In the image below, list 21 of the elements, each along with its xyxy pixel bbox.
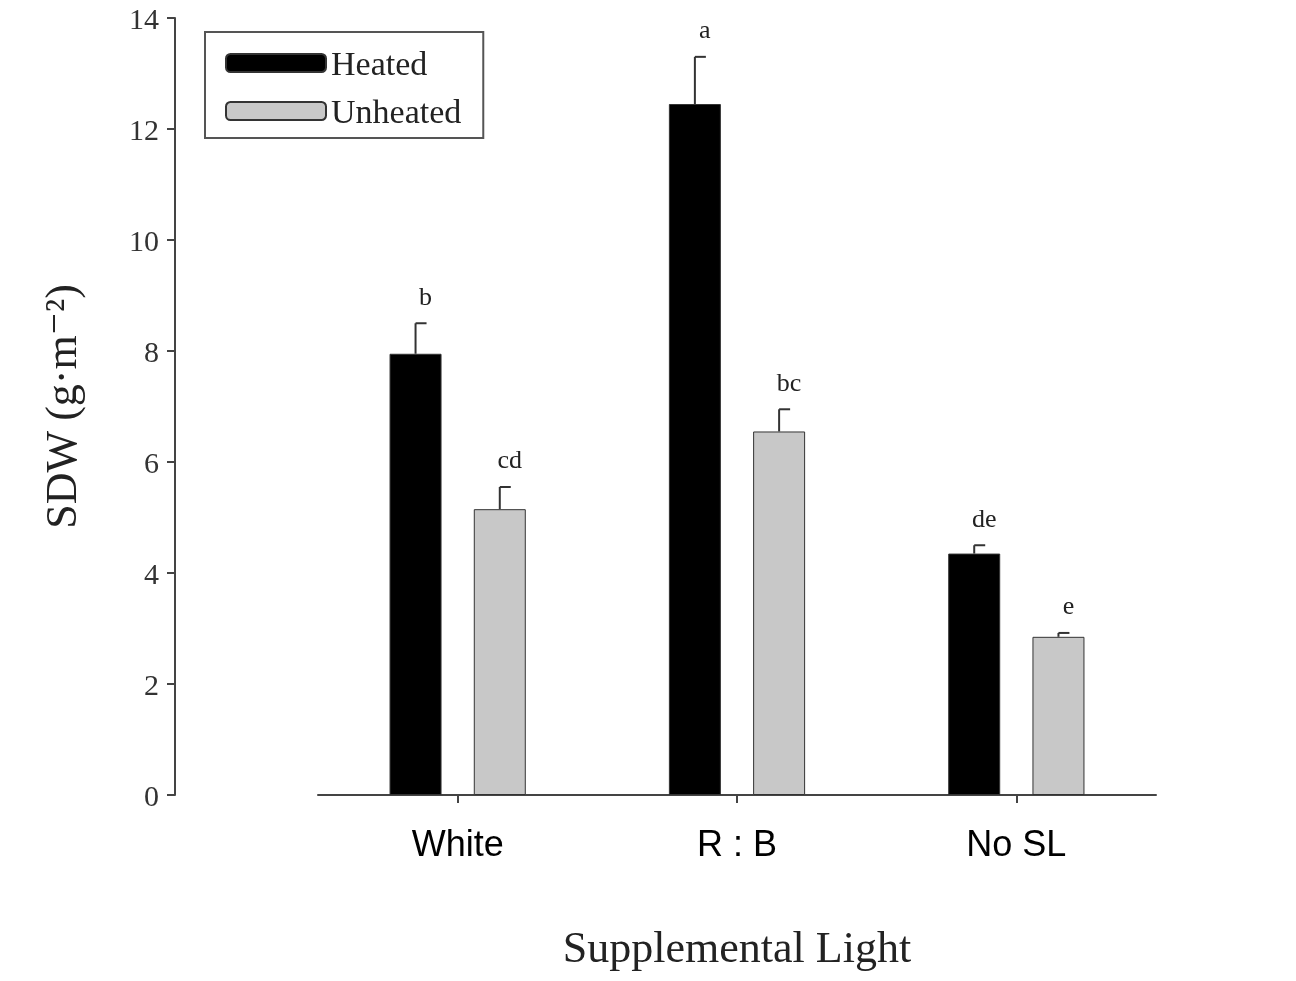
- y-tick-label: 0: [144, 778, 159, 812]
- x-axis-title: Supplemental Light: [562, 922, 912, 972]
- data-label: bc: [776, 367, 802, 397]
- x-tick-label: No SL: [966, 822, 1067, 864]
- x-tick-label: R : B: [696, 822, 778, 864]
- data-label: b: [419, 281, 433, 311]
- legend-label: Unheated: [331, 92, 462, 130]
- y-tick-label: 6: [144, 445, 159, 479]
- y-tick-label: 4: [144, 556, 159, 590]
- y-axis-title: SDW (g·m⁻²): [36, 284, 86, 529]
- legend-label: Heated: [331, 44, 428, 82]
- x-tick-label: White: [411, 822, 504, 864]
- y-tick-label: 2: [144, 667, 159, 701]
- data-label: de: [971, 503, 997, 533]
- data-label: cd: [497, 445, 523, 475]
- y-tick-label: 10: [129, 223, 159, 257]
- data-label: e: [1062, 591, 1075, 621]
- y-tick-label: 8: [144, 334, 159, 368]
- y-tick-label: 12: [129, 112, 159, 146]
- y-tick-label: 14: [129, 1, 159, 35]
- data-label: a: [699, 15, 712, 45]
